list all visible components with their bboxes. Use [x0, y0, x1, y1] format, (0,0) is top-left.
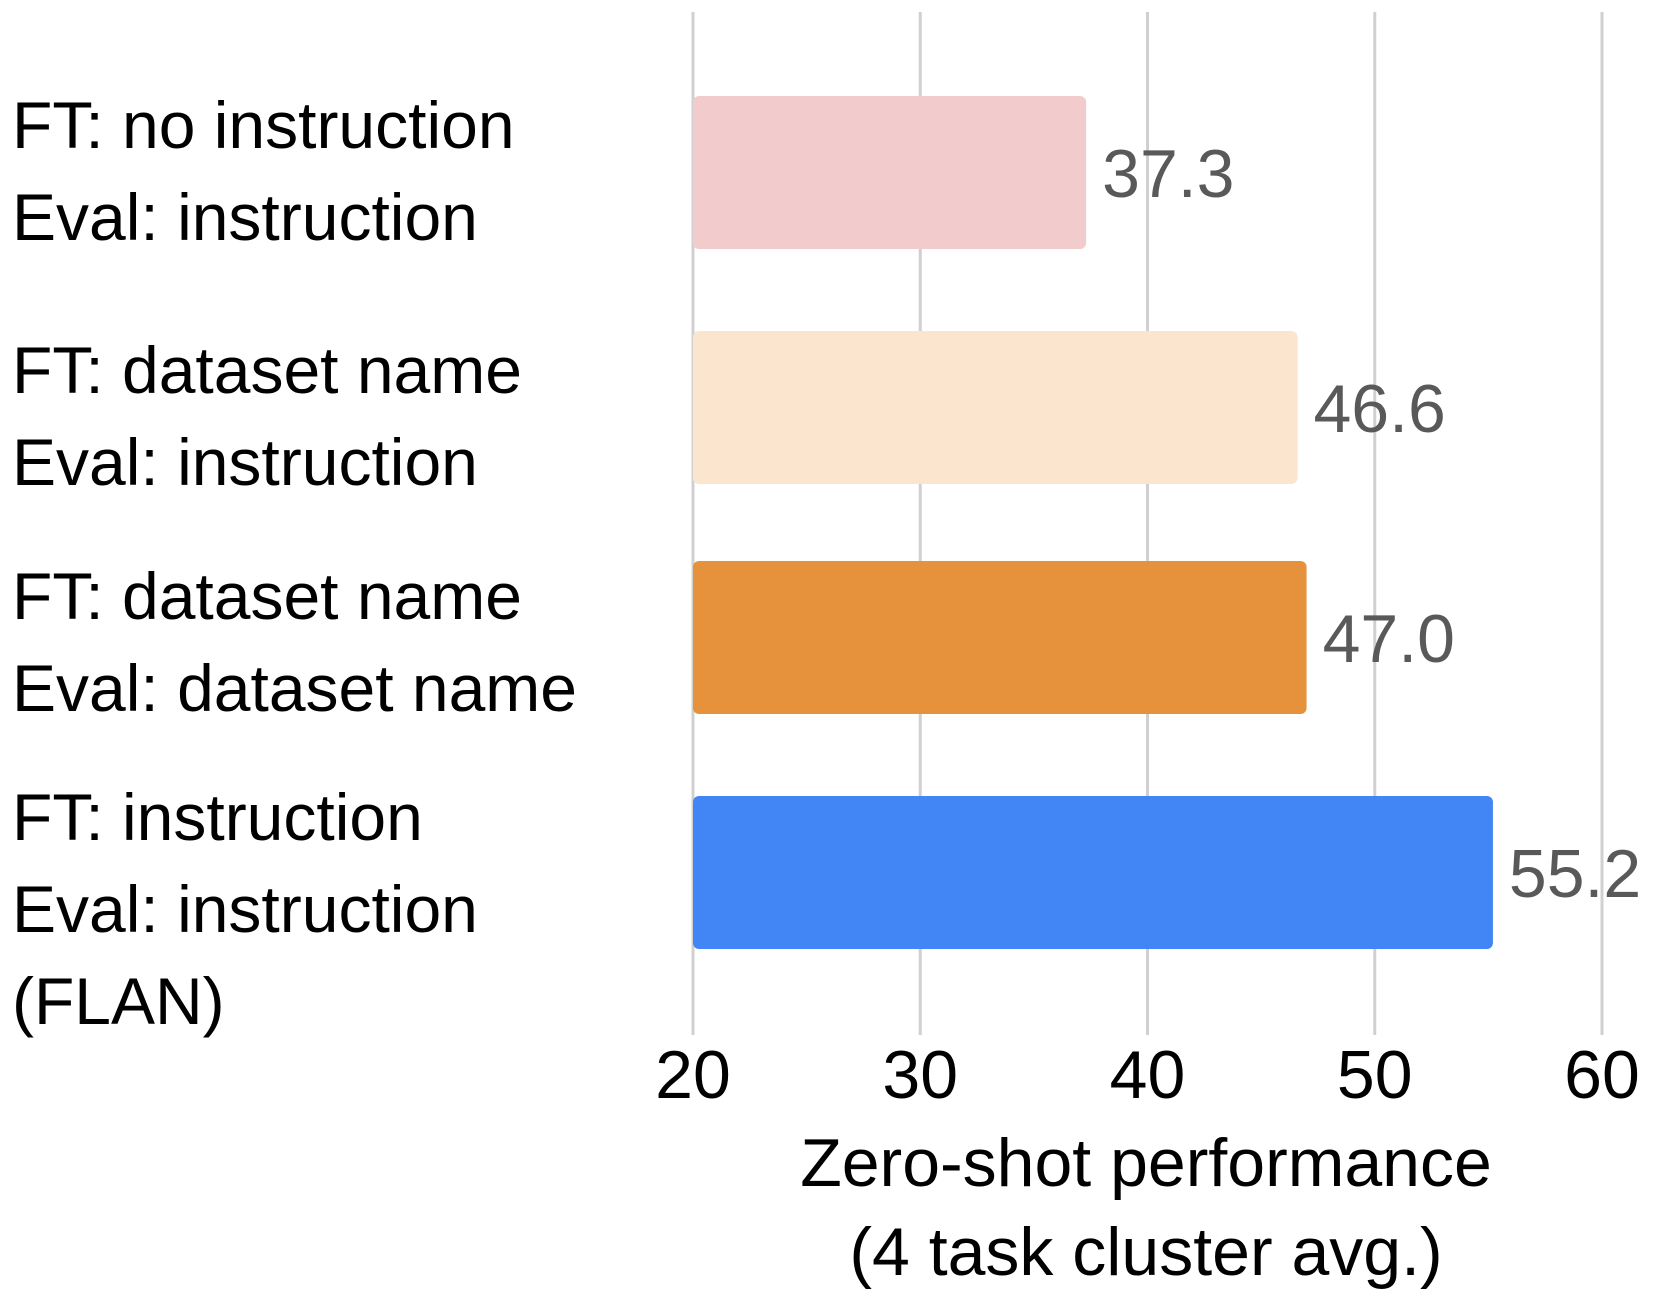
x-axis-label-line-2: (4 task cluster avg.)	[849, 1214, 1442, 1290]
x-axis-label-line-1: Zero-shot performance	[800, 1125, 1492, 1201]
x-tick-label-40: 40	[1110, 1037, 1186, 1113]
tick-label-layer: 20 30 40 50 60	[655, 1037, 1640, 1113]
bar-1	[693, 96, 1087, 249]
bar-4	[693, 796, 1493, 949]
value-label-1: 37.3	[1102, 136, 1234, 212]
x-tick-label-30: 30	[882, 1037, 958, 1113]
bar-layer	[693, 96, 1493, 949]
value-label-2: 46.6	[1313, 371, 1445, 447]
bar-2	[693, 331, 1298, 484]
value-label-3: 47.0	[1323, 601, 1455, 677]
value-label-4: 55.2	[1509, 836, 1641, 912]
x-tick-label-20: 20	[655, 1037, 731, 1113]
category-label-4-line-1: FT: instruction	[12, 780, 423, 854]
category-label-1-line-2: Eval: instruction	[12, 180, 478, 254]
category-label-3-line-2: Eval: dataset name	[12, 651, 577, 725]
category-label-3-line-1: FT: dataset name	[12, 559, 522, 633]
x-axis-label: Zero-shot performance (4 task cluster avg…	[800, 1125, 1492, 1290]
category-label-1-line-1: FT: no instruction	[12, 88, 515, 162]
x-tick-label-60: 60	[1564, 1037, 1640, 1113]
category-label-layer: FT: no instruction Eval: instruction FT: d…	[12, 88, 577, 1038]
x-tick-label-50: 50	[1337, 1037, 1413, 1113]
category-label-4-line-3: (FLAN)	[12, 964, 225, 1038]
category-label-2-line-2: Eval: instruction	[12, 425, 478, 499]
value-label-layer: 37.3 46.6 47.0 55.2	[1102, 136, 1641, 912]
category-label-4-line-2: Eval: instruction	[12, 872, 478, 946]
category-label-2-line-1: FT: dataset name	[12, 333, 522, 407]
bar-3	[693, 561, 1307, 714]
